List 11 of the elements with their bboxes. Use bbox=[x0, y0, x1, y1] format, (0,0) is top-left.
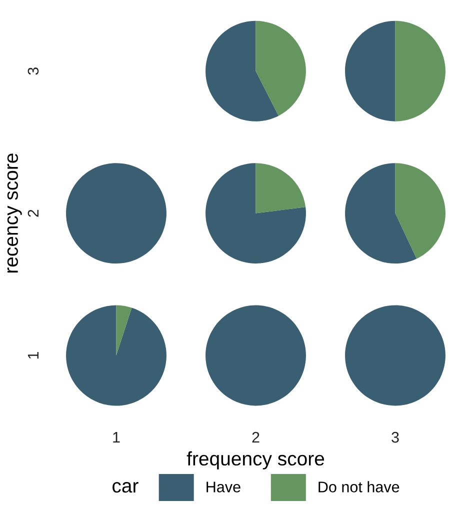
category-label: 2 bbox=[28, 210, 38, 217]
legend-title: car bbox=[112, 482, 138, 493]
text: frequency score bbox=[186, 451, 324, 470]
category-label: 1 bbox=[28, 352, 38, 359]
legend-label: Have bbox=[206, 482, 240, 492]
category-label: 1 bbox=[113, 432, 120, 443]
category-label: 2 bbox=[252, 432, 260, 443]
text: recency score bbox=[7, 154, 22, 273]
category-label: 3 bbox=[28, 68, 39, 75]
legend-label: Do not have bbox=[318, 481, 400, 492]
category-label: 3 bbox=[392, 432, 399, 443]
